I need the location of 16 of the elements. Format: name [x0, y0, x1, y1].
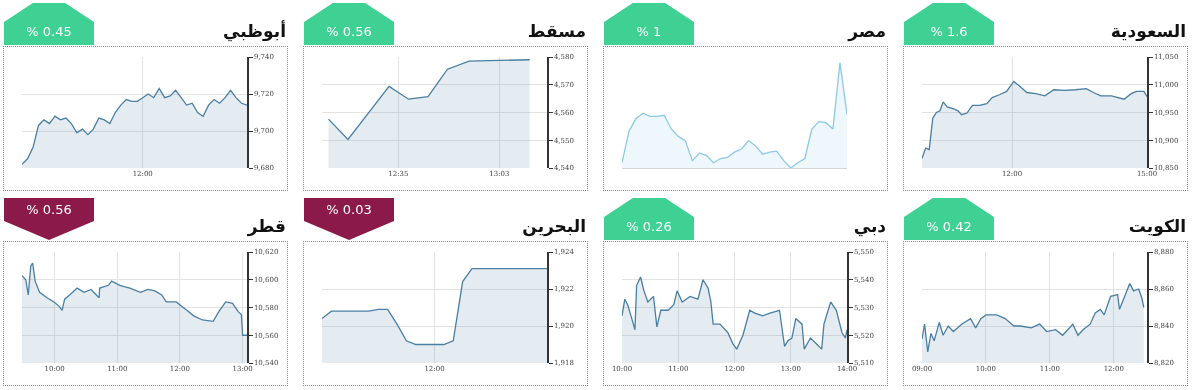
text: % 0.03 — [325, 202, 373, 217]
text: % 0.26 — [625, 219, 673, 234]
text: % 0.45 — [25, 24, 73, 39]
text: % 0.56 — [325, 24, 373, 39]
chart-title: الكويت — [1128, 216, 1186, 236]
chart-title: قطر — [247, 216, 286, 236]
chart-title: مصر — [848, 21, 886, 41]
chart-title: مسقط — [527, 21, 586, 41]
chart-title: دبي — [853, 216, 886, 236]
text: % 1.6 — [929, 24, 969, 39]
text: % 1 — [635, 24, 663, 39]
chart-title: السعودية — [1110, 21, 1186, 41]
text: % 0.42 — [925, 219, 973, 234]
chart-title: أبوظبي — [222, 21, 286, 41]
chart-title: البحرين — [522, 216, 586, 236]
text: % 0.56 — [25, 202, 73, 217]
